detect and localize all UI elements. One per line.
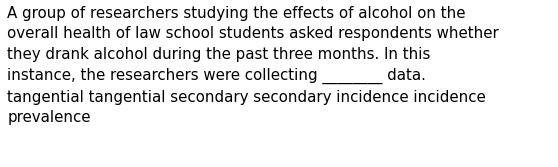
Text: A group of researchers studying the effects of alcohol on the
overall health of : A group of researchers studying the effe… [7, 6, 499, 125]
